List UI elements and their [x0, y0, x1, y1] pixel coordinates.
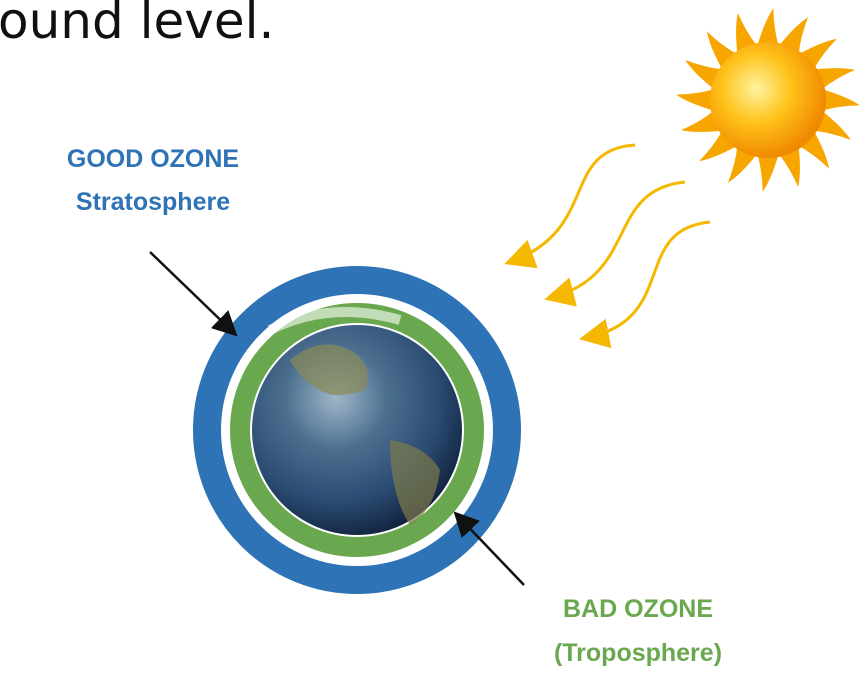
bad-ozone-title: BAD OZONE	[563, 595, 713, 623]
good-ozone-title: GOOD OZONE	[67, 145, 239, 173]
page: ound level. GOOD OZONE Stratosphere BAD …	[0, 0, 867, 674]
sunlight-arrows	[510, 145, 710, 338]
pointer-arrow	[150, 252, 234, 333]
diagram: ound level. GOOD OZONE Stratosphere BAD …	[0, 0, 867, 674]
sun	[710, 42, 826, 158]
bad-ozone-subtitle: (Troposphere)	[554, 639, 722, 667]
header-fragment: ound level.	[0, 0, 274, 50]
good-ozone-subtitle: Stratosphere	[76, 188, 230, 216]
